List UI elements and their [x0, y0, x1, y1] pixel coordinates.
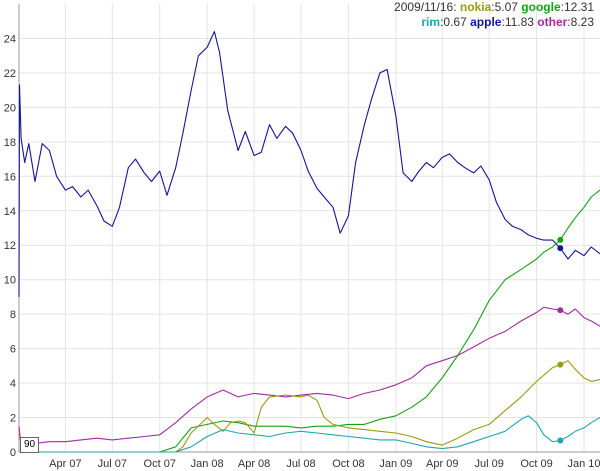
y-tick-label: 0: [10, 447, 16, 459]
legend-value-nokia: 5.07: [494, 0, 518, 14]
x-tick-label: Jul 07: [98, 458, 127, 470]
legend-line-1: 2009/11/16: nokia:5.07 google:12.31: [394, 0, 594, 14]
y-tick-label: 2: [10, 413, 16, 425]
y-tick-label: 12: [4, 240, 16, 252]
x-tick-label: Jul 08: [286, 458, 315, 470]
series-line-apple: [18, 31, 600, 297]
highlight-point-nokia: [557, 361, 564, 368]
legend-name-google: google: [521, 0, 561, 14]
legend: 2009/11/16: nokia:5.07 google:12.31 rim:…: [394, 0, 594, 30]
y-tick-label: 14: [4, 206, 16, 218]
legend-name-other: other: [537, 15, 568, 29]
legend-name-nokia: nokia: [459, 0, 492, 14]
highlight-point-rim: [557, 437, 564, 444]
series-line-other: [18, 306, 600, 448]
series-line-nokia: [19, 360, 600, 453]
x-tick-label: Jan 09: [379, 458, 412, 470]
grid-layer: [19, 4, 600, 453]
y-tick-label: 22: [4, 68, 16, 80]
x-tick-label: Jan 10: [568, 458, 600, 470]
legend-line-2: rim:0.67 apple:11.83 other:8.23: [421, 15, 594, 29]
legend-value-rim: 0.67: [443, 15, 467, 29]
x-tick-label: Oct 09: [520, 458, 552, 470]
series-line-rim: [19, 415, 600, 453]
x-tick-label: Apr 08: [238, 458, 270, 470]
legend-value-google: 12.31: [563, 0, 594, 14]
y-tick-label: 4: [10, 378, 16, 390]
legend-value-other: 8.23: [570, 15, 594, 29]
series-layer: [18, 31, 600, 453]
highlight-point-google: [557, 236, 564, 243]
legend-name-rim: rim: [421, 15, 441, 29]
y-tick-label: 6: [10, 344, 16, 356]
x-tick-label: Jul 09: [474, 458, 503, 470]
x-tick-label: Apr 07: [49, 458, 81, 470]
x-tick-label: Oct 07: [144, 458, 176, 470]
highlight-point-other: [557, 307, 564, 314]
legend-name-apple: apple: [470, 15, 502, 29]
series-line-google: [19, 189, 600, 453]
x-tick-label: Jan 08: [191, 458, 224, 470]
y-tick-label: 20: [4, 102, 16, 114]
x-tick-label: Oct 08: [332, 458, 364, 470]
y-tick-label: 24: [4, 33, 16, 45]
y-tick-label: 16: [4, 171, 16, 183]
y-tick-label: 8: [10, 309, 16, 321]
marker-layer: [557, 236, 564, 444]
x-tick-label: Apr 09: [426, 458, 458, 470]
highlight-point-apple: [557, 245, 564, 252]
y-tick-label: 18: [4, 137, 16, 149]
legend-date: 2009/11/16:: [394, 0, 457, 14]
roll-period-input[interactable]: 90: [20, 437, 39, 453]
y-tick-label: 10: [4, 275, 16, 287]
legend-value-apple: 11.83: [504, 15, 534, 29]
